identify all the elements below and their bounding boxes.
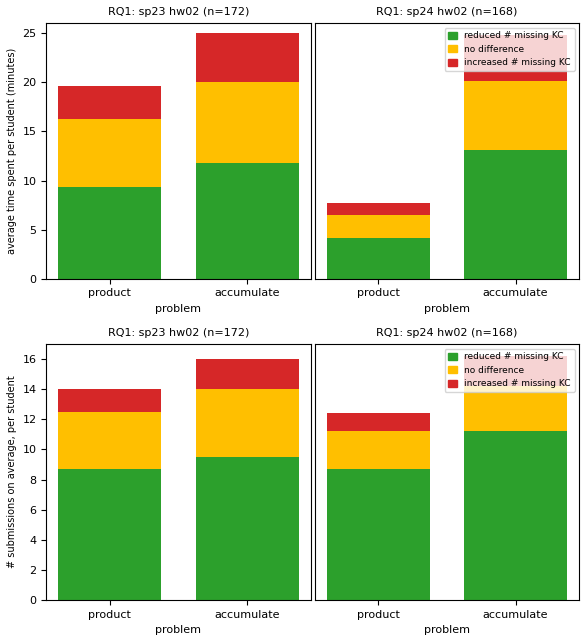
Bar [59, 412, 161, 469]
Bar [196, 82, 299, 163]
Bar [59, 389, 161, 412]
Bar [59, 187, 161, 279]
Title: RQ1: sp23 hw02 (n=172): RQ1: sp23 hw02 (n=172) [108, 7, 249, 17]
Title: RQ1: sp24 hw02 (n=168): RQ1: sp24 hw02 (n=168) [376, 7, 517, 17]
Y-axis label: average time spent per student (minutes): average time spent per student (minutes) [7, 48, 17, 254]
Bar [196, 33, 299, 82]
Bar [196, 163, 299, 279]
Bar [464, 356, 567, 386]
Legend: reduced # missing KC, no difference, increased # missing KC: reduced # missing KC, no difference, inc… [445, 28, 574, 71]
Bar [327, 203, 430, 215]
Bar [327, 238, 430, 279]
Bar [59, 86, 161, 119]
Bar [464, 150, 567, 279]
Bar [327, 413, 430, 431]
Legend: reduced # missing KC, no difference, increased # missing KC: reduced # missing KC, no difference, inc… [445, 349, 574, 392]
Bar [327, 215, 430, 238]
X-axis label: problem: problem [424, 625, 470, 635]
Bar [464, 81, 567, 150]
Bar [196, 457, 299, 600]
X-axis label: problem: problem [155, 304, 202, 314]
Bar [327, 469, 430, 600]
Bar [196, 389, 299, 457]
Bar [464, 386, 567, 431]
Bar [464, 431, 567, 600]
Bar [59, 469, 161, 600]
Y-axis label: # submissions on average, per student: # submissions on average, per student [7, 376, 17, 568]
Title: RQ1: sp23 hw02 (n=172): RQ1: sp23 hw02 (n=172) [108, 328, 249, 338]
Bar [464, 35, 567, 81]
Title: RQ1: sp24 hw02 (n=168): RQ1: sp24 hw02 (n=168) [376, 328, 517, 338]
X-axis label: problem: problem [155, 625, 202, 635]
Bar [59, 119, 161, 187]
Bar [327, 431, 430, 469]
X-axis label: problem: problem [424, 304, 470, 314]
Bar [196, 360, 299, 389]
